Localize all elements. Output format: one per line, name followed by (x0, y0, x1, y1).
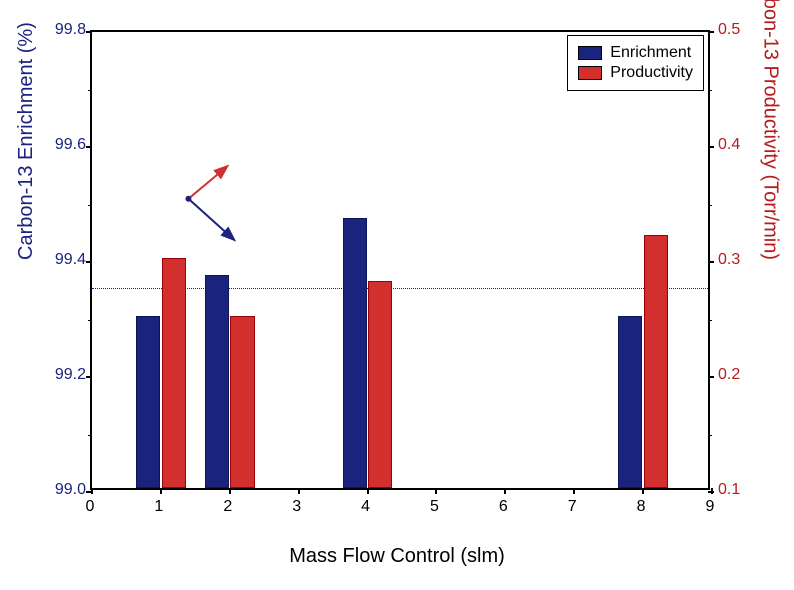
y-left-tick-label: 99.2 (52, 366, 86, 384)
bar-enrichment (136, 316, 160, 489)
y-axis-left-label: Carbon-13 Enrichment (%) (15, 22, 38, 260)
x-tick-label: 7 (562, 498, 582, 516)
y-right-tick-label: 0.2 (718, 366, 740, 384)
x-tick-label: 2 (218, 498, 238, 516)
y-left-tick-label: 99.4 (52, 251, 86, 269)
bar-enrichment (205, 275, 229, 488)
y-left-tick-label: 99.8 (52, 21, 86, 39)
x-tick-label: 1 (149, 498, 169, 516)
y-right-tick-label: 0.5 (718, 21, 740, 39)
legend-item-enrichment: Enrichment (578, 44, 693, 62)
y-left-tick-label: 99.0 (52, 481, 86, 499)
legend-item-productivity: Productivity (578, 64, 693, 82)
x-tick-label: 4 (356, 498, 376, 516)
bar-productivity (230, 316, 254, 489)
x-tick-label: 8 (631, 498, 651, 516)
bar-productivity (162, 258, 186, 488)
x-axis-label: Mass Flow Control (slm) (289, 545, 505, 568)
bar-productivity (368, 281, 392, 488)
legend-label-productivity: Productivity (610, 64, 693, 82)
x-tick-label: 6 (493, 498, 513, 516)
y-right-tick-label: 0.4 (718, 136, 740, 154)
y-right-tick-label: 0.1 (718, 481, 740, 499)
plot-area (92, 32, 708, 488)
chart-plot-area (90, 30, 710, 490)
x-tick-label: 5 (424, 498, 444, 516)
y-axis-right-label: Carbon-13 Productivity (Torr/min) (759, 0, 782, 260)
x-tick-label: 9 (700, 498, 720, 516)
legend-label-enrichment: Enrichment (610, 44, 691, 62)
x-tick-label: 3 (287, 498, 307, 516)
y-left-tick-label: 99.6 (52, 136, 86, 154)
legend-swatch-productivity (578, 66, 602, 80)
x-tick-label: 0 (80, 498, 100, 516)
bar-enrichment (343, 218, 367, 488)
bar-productivity (644, 235, 668, 488)
legend-swatch-enrichment (578, 46, 602, 60)
y-right-tick-label: 0.3 (718, 251, 740, 269)
bar-enrichment (618, 316, 642, 489)
legend: Enrichment Productivity (567, 35, 704, 91)
